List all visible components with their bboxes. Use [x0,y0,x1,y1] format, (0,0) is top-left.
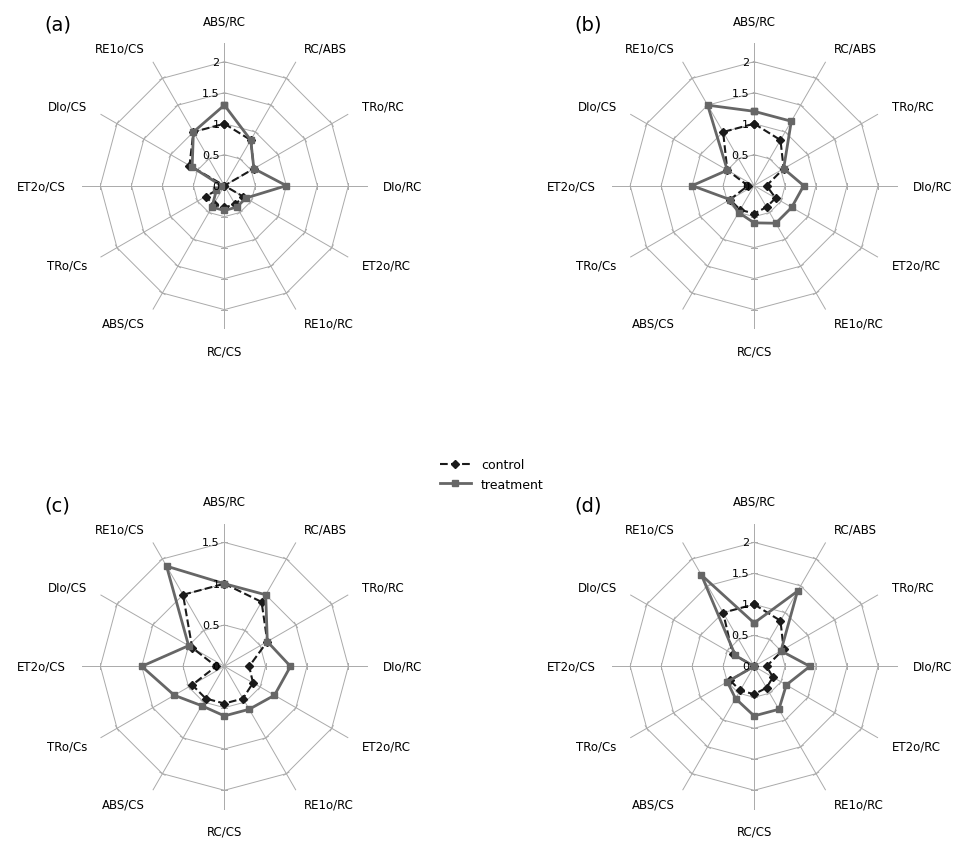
Text: RE1o/RC: RE1o/RC [833,798,884,810]
Text: 1: 1 [212,119,219,130]
Text: RE1o/RC: RE1o/RC [303,798,354,810]
Text: TRo/Cs: TRo/Cs [47,259,87,272]
Text: DIo/RC: DIo/RC [913,660,953,673]
Text: ET2o/RC: ET2o/RC [891,740,941,752]
Text: RE1o/CS: RE1o/CS [625,43,674,55]
Text: ABS/CS: ABS/CS [632,317,674,330]
Text: TRo/Cs: TRo/Cs [577,259,616,272]
Text: ABS/CS: ABS/CS [102,798,145,810]
Text: 0: 0 [212,182,219,191]
Text: RC/ABS: RC/ABS [303,43,347,55]
Text: 0: 0 [742,182,749,191]
Text: 1: 1 [742,600,749,610]
Text: ABS/RC: ABS/RC [733,15,775,28]
Legend: control, treatment: control, treatment [435,454,548,496]
Text: 2: 2 [212,58,219,67]
Text: ET2o/RC: ET2o/RC [361,259,411,272]
Text: 0.5: 0.5 [202,150,219,160]
Text: 0.5: 0.5 [732,150,749,160]
Text: RE1o/RC: RE1o/RC [833,317,884,330]
Text: 1: 1 [742,119,749,130]
Text: ET2o/CS: ET2o/CS [16,660,66,673]
Text: DIo/RC: DIo/RC [383,180,422,193]
Text: RC/CS: RC/CS [206,345,242,358]
Text: ET2o/RC: ET2o/RC [361,740,411,752]
Text: RE1o/CS: RE1o/CS [95,43,145,55]
Text: ABS/RC: ABS/RC [203,495,246,508]
Text: ET2o/CS: ET2o/CS [16,180,66,193]
Text: RC/CS: RC/CS [206,825,242,838]
Text: 0.5: 0.5 [732,630,749,641]
Text: 1: 1 [212,579,219,589]
Text: DIo/CS: DIo/CS [47,581,87,594]
Text: RE1o/CS: RE1o/CS [95,523,145,536]
Text: TRo/RC: TRo/RC [361,581,403,594]
Text: 1.5: 1.5 [732,569,749,578]
Text: ET2o/CS: ET2o/CS [547,660,596,673]
Text: RC/ABS: RC/ABS [303,523,347,536]
Text: ET2o/CS: ET2o/CS [547,180,596,193]
Text: DIo/CS: DIo/CS [47,101,87,113]
Text: (c): (c) [45,496,71,514]
Text: RC/ABS: RC/ABS [833,43,876,55]
Text: (d): (d) [575,496,602,514]
Text: 1.5: 1.5 [732,89,749,99]
Text: DIo/CS: DIo/CS [578,101,616,113]
Text: TRo/RC: TRo/RC [361,101,403,113]
Text: 2: 2 [742,537,749,548]
Text: TRo/RC: TRo/RC [891,101,933,113]
Text: DIo/CS: DIo/CS [578,581,616,594]
Text: ABS/RC: ABS/RC [733,495,775,508]
Text: TRo/RC: TRo/RC [891,581,933,594]
Text: RC/CS: RC/CS [736,345,772,358]
Text: 0: 0 [212,662,219,671]
Text: ABS/CS: ABS/CS [102,317,145,330]
Text: ABS/CS: ABS/CS [632,798,674,810]
Text: ET2o/RC: ET2o/RC [891,259,941,272]
Text: 0.5: 0.5 [202,620,219,630]
Text: (b): (b) [575,15,602,35]
Text: TRo/Cs: TRo/Cs [577,740,616,752]
Text: (a): (a) [45,15,72,35]
Text: RC/ABS: RC/ABS [833,523,876,536]
Text: ABS/RC: ABS/RC [203,15,246,28]
Text: TRo/Cs: TRo/Cs [47,740,87,752]
Text: RE1o/RC: RE1o/RC [303,317,354,330]
Text: RC/CS: RC/CS [736,825,772,838]
Text: 0: 0 [742,662,749,671]
Text: 1.5: 1.5 [202,537,219,548]
Text: 1.5: 1.5 [202,89,219,99]
Text: RE1o/CS: RE1o/CS [625,523,674,536]
Text: DIo/RC: DIo/RC [913,180,953,193]
Text: 2: 2 [742,58,749,67]
Text: DIo/RC: DIo/RC [383,660,422,673]
